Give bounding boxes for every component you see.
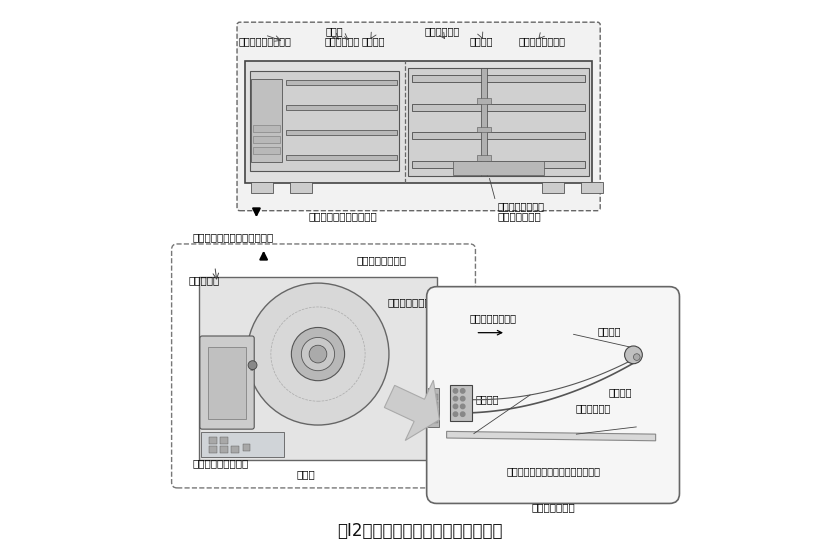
Bar (430, 402, 438, 408)
Bar (201, 432, 284, 458)
Bar (412, 161, 585, 168)
Text: 電磁アクチュエータ: 電磁アクチュエータ (192, 458, 249, 468)
Text: 浮動ヘッド機構: 浮動ヘッド機構 (531, 502, 575, 512)
Bar (209, 446, 217, 453)
Circle shape (460, 396, 465, 401)
Bar (286, 155, 396, 160)
Bar (542, 182, 564, 193)
Bar (243, 444, 250, 451)
Circle shape (454, 412, 458, 417)
Bar (209, 437, 217, 444)
Text: 図I2　ハードディスク装置の構造例: 図I2 ハードディスク装置の構造例 (337, 521, 503, 540)
Bar (430, 394, 438, 400)
Bar (477, 98, 491, 104)
Bar (253, 137, 281, 143)
Bar (453, 161, 543, 175)
Text: ディスクを浮上する浮動ヘッド機構: ディスクを浮上する浮動ヘッド機構 (506, 466, 600, 477)
Text: 振動軸: 振動軸 (325, 26, 343, 36)
Text: スペーサ: スペーサ (470, 36, 493, 46)
Bar (290, 182, 312, 193)
Text: ベース: ベース (297, 469, 316, 479)
Text: 電磁アクチュエータ: 電磁アクチュエータ (239, 36, 291, 46)
Circle shape (460, 404, 465, 409)
Bar (249, 71, 400, 171)
Bar (412, 104, 585, 111)
Bar (450, 385, 471, 421)
Text: 浮動ヘッド機構: 浮動ヘッド機構 (387, 297, 431, 307)
Circle shape (302, 338, 334, 371)
Text: ディスク: ディスク (608, 387, 632, 397)
FancyBboxPatch shape (200, 336, 255, 429)
Circle shape (309, 345, 327, 363)
Text: 支持ばね: 支持ばね (475, 394, 499, 404)
Circle shape (460, 389, 465, 393)
Bar (477, 155, 491, 161)
Text: スライダ: スライダ (597, 326, 621, 336)
Bar (428, 388, 439, 427)
Text: ディスク回転方向: ディスク回転方向 (470, 312, 517, 323)
Text: キャリッジ: キャリッジ (188, 275, 219, 285)
Circle shape (248, 361, 257, 370)
Circle shape (460, 412, 465, 417)
Bar (220, 437, 228, 444)
Bar (480, 68, 487, 176)
Bar (412, 75, 585, 82)
Bar (580, 182, 603, 193)
Text: ヘッドアーム: ヘッドアーム (325, 36, 360, 46)
Circle shape (247, 283, 389, 425)
Text: 磁気ディスク媒体: 磁気ディスク媒体 (356, 255, 407, 265)
Circle shape (625, 346, 643, 364)
Text: 磁気ヘッ: 磁気ヘッ (361, 36, 385, 46)
FancyBboxPatch shape (237, 22, 601, 211)
Bar (286, 105, 396, 110)
Polygon shape (385, 380, 439, 441)
Text: スピンドル軸: スピンドル軸 (424, 26, 459, 36)
Circle shape (454, 389, 458, 393)
Bar (199, 277, 437, 460)
Circle shape (291, 328, 344, 381)
Bar (430, 410, 438, 416)
Text: 磁気ディスク装置断面図: 磁気ディスク装置断面図 (308, 211, 377, 221)
Circle shape (454, 404, 458, 409)
Bar (251, 80, 282, 162)
Bar (430, 418, 438, 423)
Polygon shape (447, 431, 656, 441)
FancyBboxPatch shape (427, 287, 680, 503)
Text: ヘッドアクセス位置決め機構: ヘッドアクセス位置決め機構 (192, 232, 274, 242)
Bar (407, 68, 589, 176)
Text: 磁気ディスク媒体: 磁気ディスク媒体 (518, 36, 565, 46)
Bar (286, 80, 396, 85)
Bar (232, 446, 239, 453)
Bar (412, 132, 585, 139)
Circle shape (633, 354, 640, 361)
Text: スピンドルモータ: スピンドルモータ (497, 201, 544, 211)
Bar (251, 182, 273, 193)
Circle shape (454, 396, 458, 401)
Bar (245, 61, 592, 183)
Bar (220, 446, 228, 453)
Text: ジンバルばね: ジンバルばね (575, 404, 611, 414)
Bar (286, 130, 396, 135)
Bar (207, 347, 246, 419)
Bar (253, 125, 281, 132)
Bar (253, 147, 281, 154)
Text: スピンドル機構: スピンドル機構 (498, 211, 542, 221)
Bar (477, 127, 491, 132)
